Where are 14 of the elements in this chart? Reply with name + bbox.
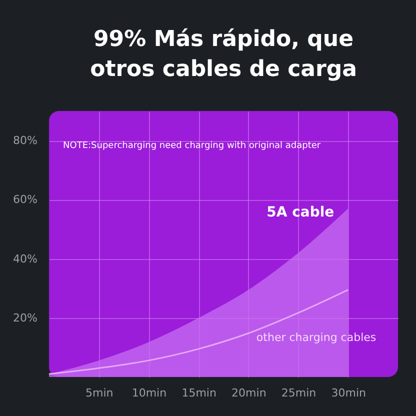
y-tick-label: 60% [13, 193, 38, 206]
series-label: other charging cables [256, 330, 376, 344]
annotation: NOTE:Supercharging need charging with original adapter [63, 141, 321, 151]
y-tick-label: 20% [13, 311, 38, 324]
series-label: 5A cable [266, 204, 334, 221]
x-tick-label: 10min [132, 386, 167, 400]
x-tick-label: 15min [182, 386, 216, 400]
y-tick-label: 80% [13, 134, 38, 148]
chart-title: 99% Más rápido, que otros cables de carga [90, 27, 357, 82]
x-tick-label: 20min [232, 386, 266, 400]
x-tick-label: 25min [281, 386, 316, 400]
y-tick-label: 40% [13, 252, 38, 266]
x-tick-label: 30min [331, 386, 366, 400]
x-tick-label: 5min [85, 386, 114, 400]
